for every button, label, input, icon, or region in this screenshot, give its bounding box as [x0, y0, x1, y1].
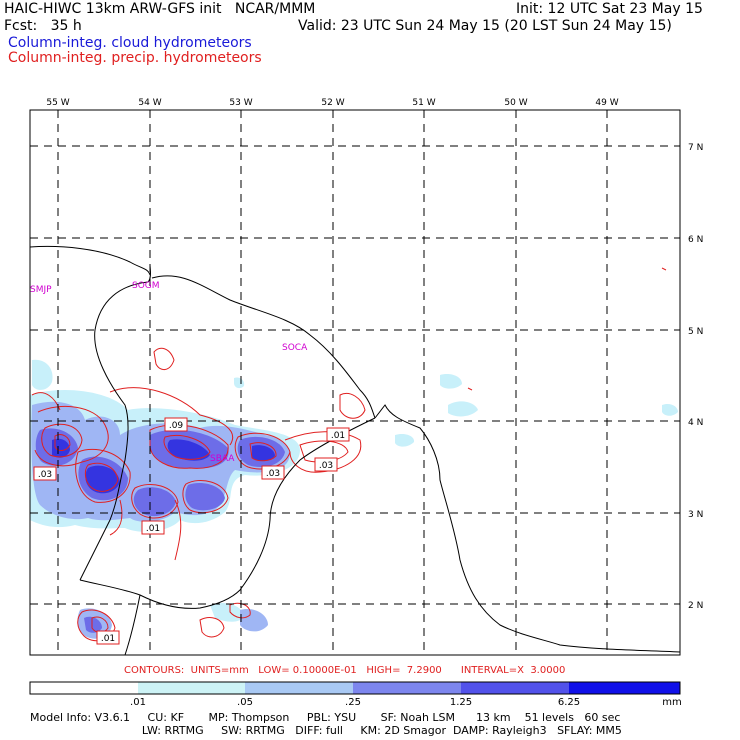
lat-lon-grid — [30, 110, 680, 655]
lat-label-4n: 4 N — [688, 418, 703, 428]
cloud-shading — [30, 359, 678, 639]
coastlines-borders — [30, 245, 680, 655]
station-label-smjp: SMJP — [30, 285, 52, 295]
contour-label: .01 — [331, 431, 345, 441]
lat-label-5n: 5 N — [688, 327, 703, 337]
axis-ticks — [57, 110, 680, 605]
lon-label-53w: 53 W — [229, 98, 252, 108]
contour-label-box: .03 — [314, 457, 338, 472]
colorbar-tick-label: 6.25 — [558, 697, 580, 708]
colorbar-units: mm — [662, 697, 681, 708]
colorbar-segment — [245, 682, 353, 694]
lat-label-7n: 7 N — [688, 143, 703, 153]
colorbar-tick-label: .25 — [345, 697, 361, 708]
legend-precip-hydrometeors: Column-integ. precip. hydrometeors — [8, 50, 262, 66]
contour-label-box: .09 — [164, 417, 188, 432]
lon-label-49w: 49 W — [595, 98, 618, 108]
lat-label-2n: 2 N — [688, 601, 703, 611]
colorbar-segment — [569, 682, 680, 694]
lon-label-52w: 52 W — [321, 98, 344, 108]
contour-label: .01 — [146, 524, 160, 534]
map-frame — [29, 109, 681, 656]
model-info-line-2: LW: RRTMG SW: RRTMG DIFF: full KM: 2D Sm… — [30, 724, 622, 737]
contour-label: .01 — [101, 634, 115, 644]
lon-label-55w: 55 W — [46, 98, 69, 108]
colorbar-segment — [30, 682, 138, 694]
map-plot-area — [30, 110, 680, 655]
colorbar-segment — [138, 682, 245, 694]
lon-label-50w: 50 W — [504, 98, 527, 108]
header-valid-time: Valid: 23 UTC Sun 24 May 15 (20 LST Sun … — [298, 18, 672, 34]
header-forecast-hour: Fcst: 35 h — [4, 18, 82, 34]
contour-label-box: .01 — [326, 427, 350, 442]
colorbar-segment — [353, 682, 461, 694]
contour-label-box: .01 — [141, 520, 165, 535]
contour-label: .09 — [169, 421, 184, 431]
lon-label-54w: 54 W — [138, 98, 161, 108]
colorbar-tick-label: .01 — [130, 697, 146, 708]
contour-label: .03 — [38, 470, 52, 480]
model-info-line-1: Model Info: V3.6.1 CU: KF MP: Thompson P… — [30, 711, 621, 724]
contour-info-line: CONTOURS: UNITS=mm LOW= 0.10000E-01 HIGH… — [124, 665, 566, 676]
legend-cloud-hydrometeors: Column-integ. cloud hydrometeors — [8, 35, 252, 51]
contour-label: .03 — [319, 461, 333, 471]
colorbar-tick-label: .05 — [237, 697, 253, 708]
colorbar-tick-label: 1.25 — [450, 697, 472, 708]
contour-label-box: .01 — [96, 630, 120, 645]
lon-label-51w: 51 W — [412, 98, 435, 108]
colorbar: .01 .05 .25 1.25 6.25 mm — [29, 681, 682, 708]
lat-label-3n: 3 N — [688, 510, 703, 520]
contour-label-box: .03 — [33, 466, 57, 481]
header-title: HAIC-HIWC 13km ARW-GFS init NCAR/MMM — [4, 1, 316, 17]
lat-label-6n: 6 N — [688, 235, 703, 245]
precip-contours — [31, 267, 667, 642]
contour-label-box: .03 — [261, 465, 285, 480]
contour-label: .03 — [266, 469, 280, 479]
header-init-time: Init: 12 UTC Sat 23 May 15 — [516, 1, 703, 17]
station-label-sbaa: SBAA — [210, 454, 235, 464]
station-label-sogm: SOGM — [132, 281, 160, 291]
station-label-soca: SOCA — [282, 343, 308, 353]
colorbar-segment — [461, 682, 569, 694]
